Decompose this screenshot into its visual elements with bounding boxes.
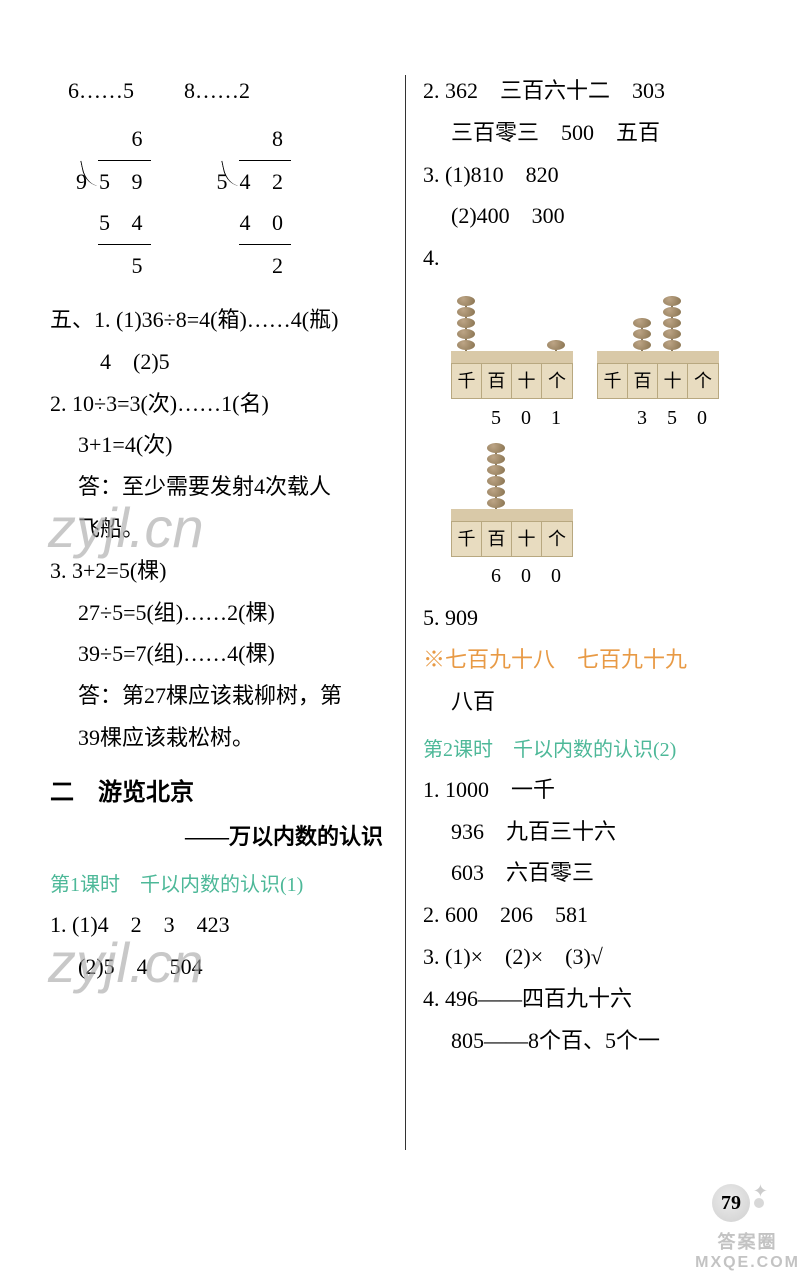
footer-text-1: 答案圈 [695, 1228, 800, 1254]
l2e: 3. (1)× (2)× (3)√ [423, 936, 760, 978]
q3d: 答：第27棵应该栽柳树，第 [50, 675, 391, 717]
l2d: 2. 600 206 581 [423, 894, 760, 936]
remainder: 5 [98, 245, 151, 287]
section-subtitle: ——万以内数的认识 [50, 816, 391, 858]
r4: 4. [423, 237, 760, 279]
q5-1b: 4 (2)5 [50, 341, 391, 383]
q3e: 39棵应该栽松树。 [50, 717, 391, 759]
subtract: 4 0 [239, 202, 292, 244]
abacus-350: 千百十个350 [597, 285, 719, 437]
div1-label: 6……5 [68, 70, 134, 112]
footer-text-2: MXQE.COM [695, 1254, 800, 1272]
subtract: 5 4 [98, 202, 151, 244]
r5: 5. 909 [423, 597, 760, 639]
section-2-heading: 二 游览北京 [50, 771, 391, 817]
section-title: 游览北京 [98, 780, 194, 806]
q3b: 27÷5=5(组)……2(棵) [50, 592, 391, 634]
l1b: (2)5 4 504 [50, 946, 391, 988]
q2b: 3+1=4(次) [50, 424, 391, 466]
long-division-row: 6 9 5 9 5 4 5 8 5 4 2 4 0 2 [68, 118, 391, 293]
dividend: 5 9 [91, 161, 151, 203]
star-line2: 八百 [423, 681, 760, 723]
abacus-501: 千百十个501 [451, 285, 573, 437]
longdiv-1: 6 9 5 9 5 4 5 [68, 118, 159, 293]
lesson-1-title: 第1课时 千以内数的认识(1) [50, 866, 391, 904]
left-column: 6……5 8……2 6 9 5 9 5 4 5 8 5 4 2 [50, 70, 405, 1220]
q3a: 3. 3+2=5(棵) [50, 550, 391, 592]
div2-label: 8……2 [184, 70, 250, 112]
r2b: 三百零三 500 五百 [423, 112, 760, 154]
longdiv-2: 8 5 4 2 4 0 2 [209, 118, 300, 293]
q5-1: 五、1. (1)36÷8=4(箱)……4(瓶) [50, 299, 391, 341]
abacus-600: 千百十个600 [451, 443, 573, 595]
q3c: 39÷5=7(组)……4(棵) [50, 633, 391, 675]
section-num: 二 [50, 780, 74, 806]
q2c: 答：至少需要发射4次载人 [50, 466, 391, 508]
quotient: 8 [245, 118, 292, 160]
division-labels: 6……5 8……2 [68, 70, 391, 112]
l2g: 805——8个百、5个一 [423, 1020, 760, 1062]
abacus-row-1: 千百十个501 千百十个350 [451, 285, 760, 437]
quotient: 6 [104, 118, 151, 160]
l2c: 603 六百零三 [423, 852, 760, 894]
lesson-2-title: 第2课时 千以内数的认识(2) [423, 731, 760, 769]
abacus-row-2: 千百十个600 [451, 443, 760, 595]
l2b: 936 九百三十六 [423, 811, 760, 853]
r3b: (2)400 300 [423, 195, 760, 237]
r3a: 3. (1)810 820 [423, 154, 760, 196]
footer-logo: 答案圈 MXQE.COM [695, 1228, 800, 1272]
q2a: 2. 10÷3=3(次)……1(名) [50, 383, 391, 425]
remainder: 2 [239, 245, 292, 287]
l2a: 1. 1000 一千 [423, 769, 760, 811]
dividend: 4 2 [232, 161, 292, 203]
q2d: 飞船。 [50, 508, 391, 550]
star-line1: ※七百九十八 七百九十九 [423, 639, 760, 681]
right-column: 2. 362 三百六十二 303 三百零三 500 五百 3. (1)810 8… [405, 70, 760, 1220]
page-number: 79 [712, 1184, 750, 1222]
r2: 2. 362 三百六十二 303 [423, 70, 760, 112]
l2f: 4. 496——四百九十六 [423, 978, 760, 1020]
page: 6……5 8……2 6 9 5 9 5 4 5 8 5 4 2 [0, 0, 810, 1280]
l1a: 1. (1)4 2 3 423 [50, 904, 391, 946]
